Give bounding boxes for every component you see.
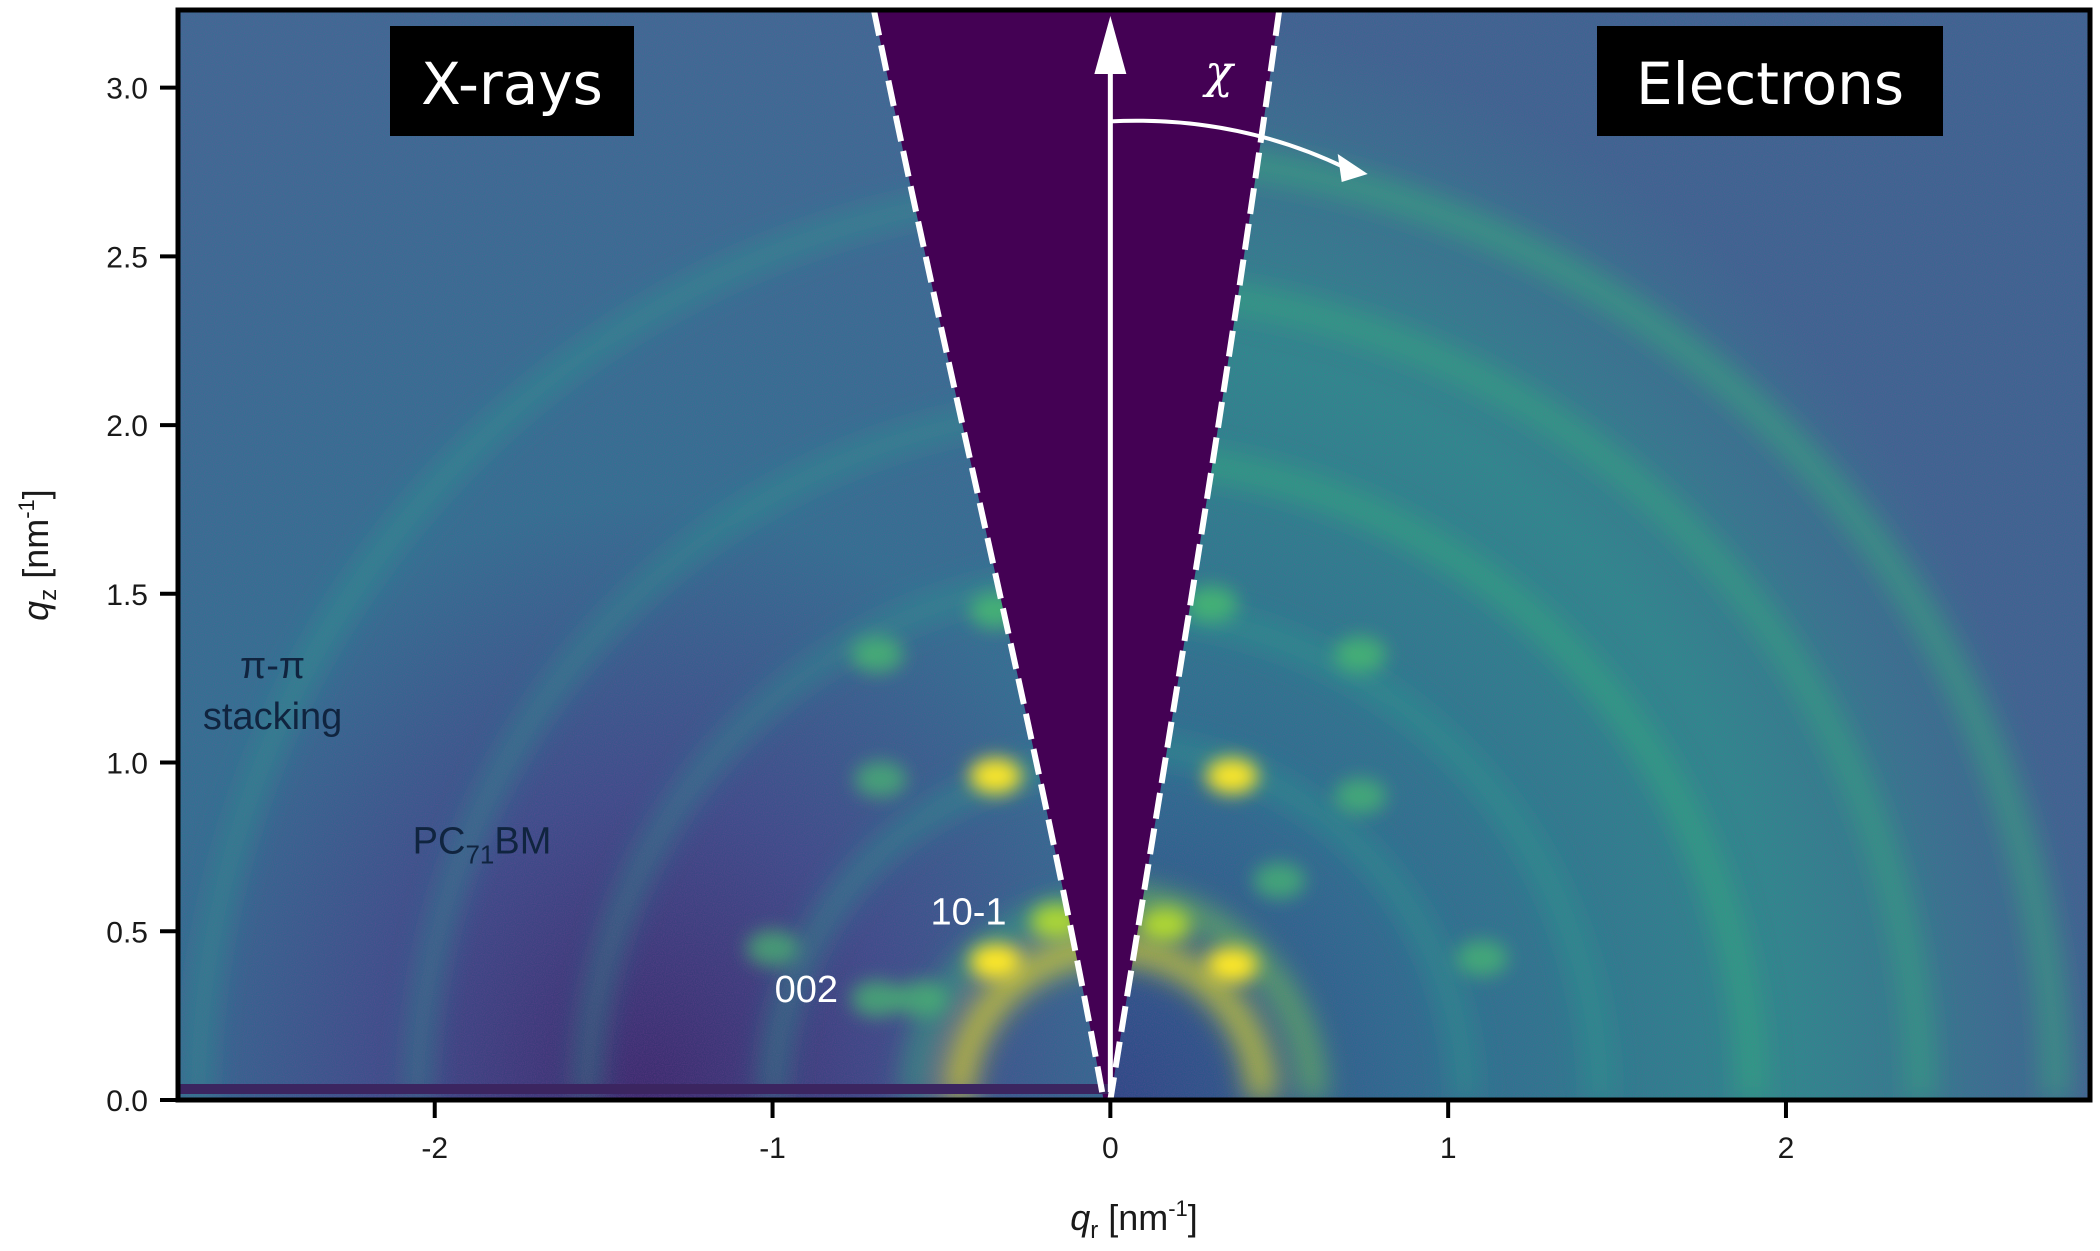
diffraction-spot-14 <box>1334 778 1387 815</box>
diffraction-spot-1 <box>969 758 1022 795</box>
electron-ring-5 <box>1110 278 1933 1100</box>
electron-ring-0 <box>1110 934 1276 1100</box>
diffraction-spot-11 <box>1138 906 1191 943</box>
peak-annotations: π-π stacking PC71BM 10-1 002 <box>203 645 1007 1011</box>
diffraction-spot-7 <box>851 980 904 1017</box>
svg-text:Electrons: Electrons <box>1636 50 1904 118</box>
diffraction-spot-9 <box>1205 947 1258 984</box>
electron-ring-6 <box>1110 142 2068 1100</box>
annotation-2: PC71BM <box>413 821 552 870</box>
diffraction-spot-16 <box>1253 862 1306 899</box>
diffraction-spot-8 <box>895 980 948 1017</box>
x-tick-label-0: -2 <box>421 1132 448 1165</box>
diffraction-spot-13 <box>1334 636 1387 673</box>
electron-ring-3 <box>1110 599 1611 1100</box>
panel-label-xrays: X-rays <box>390 26 634 136</box>
diffraction-spot-6 <box>746 930 799 967</box>
plot-frame <box>175 7 2093 1103</box>
y-tick-label-1: 0.5 <box>106 916 148 949</box>
chi-label: χ <box>1202 45 1236 99</box>
diffraction-spot-12 <box>1185 585 1238 622</box>
annotation-1: stacking <box>203 696 342 738</box>
y-tick-label-3: 1.5 <box>106 579 148 612</box>
diffraction-spot-0 <box>969 943 1022 980</box>
y-tick-label-0: 0.0 <box>106 1085 148 1118</box>
xray-ring-3 <box>576 566 1111 1100</box>
y-tick-label-6: 3.0 <box>106 73 148 106</box>
missing-wedge <box>873 10 1280 1100</box>
horizon-line <box>178 1084 1111 1094</box>
diffraction-spot-3 <box>854 761 907 798</box>
xray-rings <box>187 177 1111 1100</box>
annotation-0: π-π <box>240 645 305 687</box>
x-tick-label-2: 0 <box>1102 1132 1119 1165</box>
chi-arc-arrow <box>1110 118 1347 170</box>
y-axis-title: qz [nm-1] <box>14 489 62 621</box>
y-tick-label-2: 1.0 <box>106 748 148 781</box>
annotation-3: 10-1 <box>930 892 1006 934</box>
xray-ring-4 <box>407 397 1111 1100</box>
diffraction-spot-5 <box>851 636 904 673</box>
electron-ring-2 <box>1110 734 1476 1100</box>
xray-ring-5 <box>187 177 1111 1100</box>
x-axis: -2 -1 0 1 2 <box>421 1100 1794 1165</box>
x-tick-label-3: 1 <box>1440 1132 1457 1165</box>
vertical-arrow-head <box>1094 16 1127 74</box>
annotation-4: 002 <box>775 969 838 1011</box>
diffraction-spot-10 <box>1205 758 1258 795</box>
panel-label-electrons: Electrons <box>1597 26 1943 136</box>
electron-ring-4 <box>1110 446 1764 1100</box>
wedge-right-boundary <box>1107 9 1283 1101</box>
y-tick-label-5: 2.5 <box>106 241 148 274</box>
x-tick-label-1: -1 <box>759 1132 786 1165</box>
plot-area <box>178 10 2090 1100</box>
diffraction-spot-15 <box>1455 940 1508 977</box>
y-tick-label-4: 2.0 <box>106 410 148 443</box>
svg-text:X-rays: X-rays <box>421 50 603 118</box>
y-axis: 0.0 0.5 1.0 1.5 2.0 2.5 3.0 <box>106 73 178 1118</box>
wedge-left-boundary <box>870 9 1107 1101</box>
chi-arrow-head <box>1337 153 1368 182</box>
x-axis-title: qr [nm-1] <box>1070 1196 1198 1244</box>
xray-ring-2 <box>761 751 1111 1100</box>
diffraction-spots <box>746 585 1508 1017</box>
x-tick-label-4: 2 <box>1778 1132 1795 1165</box>
